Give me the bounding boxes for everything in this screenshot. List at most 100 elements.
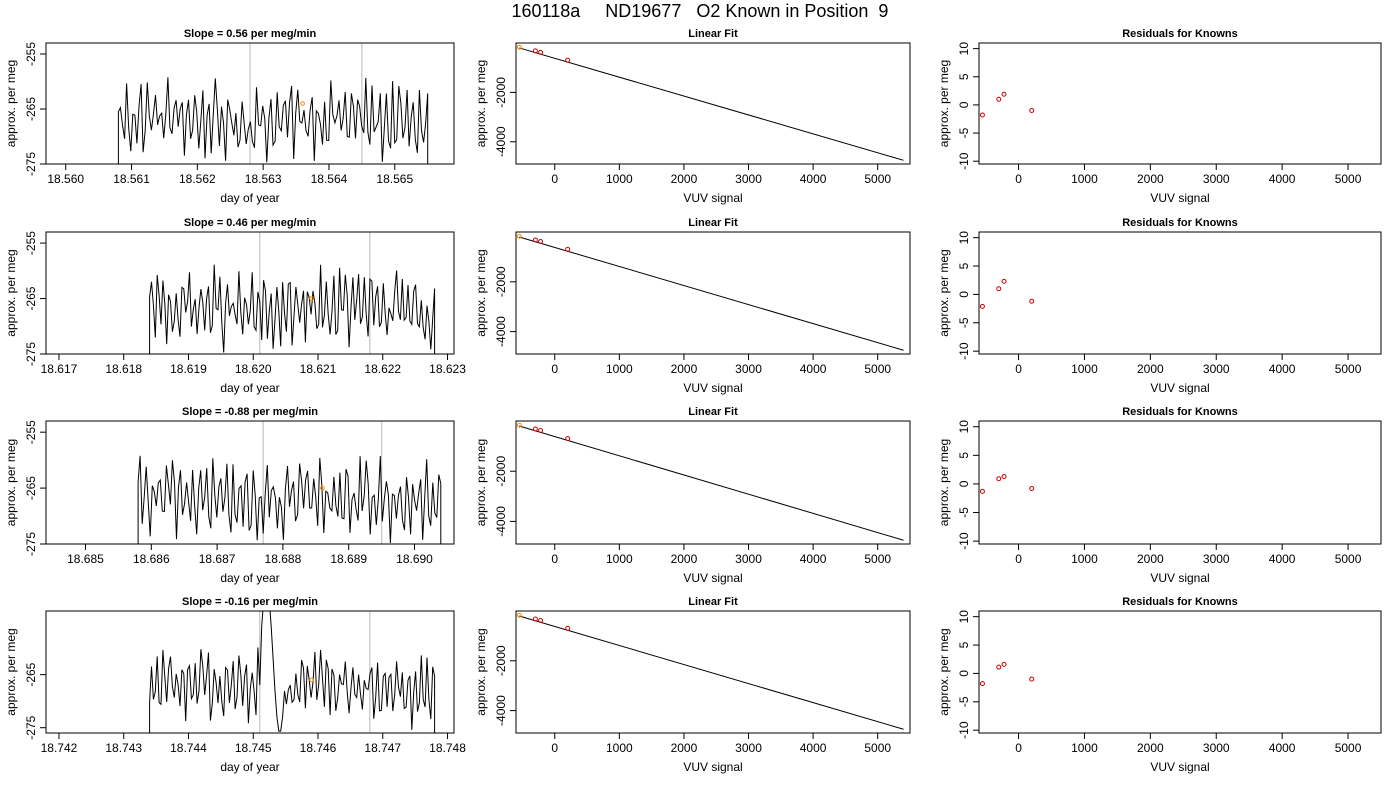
data-point xyxy=(979,112,985,118)
y-tick-label: -2000 xyxy=(494,456,508,487)
data-point xyxy=(979,488,985,494)
data-point xyxy=(532,48,538,54)
x-tick-label: 3000 xyxy=(735,741,762,755)
y-tick-label: -265 xyxy=(24,286,38,310)
x-tick-label: 18.622 xyxy=(364,362,401,376)
x-tick-label: 5000 xyxy=(864,362,891,376)
x-tick-label: 5000 xyxy=(1335,552,1362,566)
x-tick-label: 4000 xyxy=(1269,552,1296,566)
panel-4: Slope = 0.46 per meg/min day of year appro… xyxy=(4,217,466,395)
x-tick-label: 2000 xyxy=(671,362,698,376)
x-tick-label: 0 xyxy=(1015,552,1022,566)
x-tick-label: 18.690 xyxy=(396,552,433,566)
x-tick-label: 18.560 xyxy=(47,172,84,186)
y-tick-label: -275 xyxy=(24,532,38,556)
plot-area xyxy=(979,661,1035,687)
x-tick-label: 2000 xyxy=(671,552,698,566)
data-point xyxy=(996,664,1002,670)
panel-title: Slope = -0.16 per meg/min xyxy=(182,596,318,608)
x-tick-label: 4000 xyxy=(1269,741,1296,755)
y-tick-label: 10 xyxy=(957,420,971,434)
y-tick-label: -10 xyxy=(957,532,971,550)
mean-marker xyxy=(309,677,314,683)
data-trace xyxy=(149,611,436,733)
y-tick-label: -4000 xyxy=(494,316,508,347)
x-tick-label: 3000 xyxy=(1203,552,1230,566)
plot-area xyxy=(979,473,1035,494)
x-tick-label: 3000 xyxy=(1203,362,1230,376)
x-tick-label: 1000 xyxy=(606,741,633,755)
x-tick-label: 2000 xyxy=(1137,552,1164,566)
x-tick-label: 2000 xyxy=(1137,362,1164,376)
x-axis-label: day of year xyxy=(220,191,279,205)
x-tick-label: 18.620 xyxy=(235,362,272,376)
y-tick-label: -4000 xyxy=(494,126,508,157)
x-tick-label: 18.565 xyxy=(376,172,413,186)
data-point xyxy=(1029,298,1035,304)
plot-area xyxy=(516,233,904,351)
fit-line xyxy=(519,425,904,541)
panel-title: Linear Fit xyxy=(688,596,738,608)
x-tick-label: 0 xyxy=(551,741,558,755)
panel-title: Residuals for Knowns xyxy=(1122,217,1238,229)
x-tick-label: 18.744 xyxy=(170,741,207,755)
y-axis-label: approx. per meg xyxy=(474,439,488,526)
y-tick-label: -255 xyxy=(24,420,38,444)
plot-area xyxy=(516,612,904,730)
y-axis-label: approx. per meg xyxy=(4,249,18,336)
data-trace xyxy=(117,77,429,164)
x-tick-label: 18.687 xyxy=(199,552,236,566)
data-point xyxy=(1029,108,1035,114)
y-tick-label: -265 xyxy=(24,662,38,686)
panel-3: Residuals for Knowns VUV signal approx. pe… xyxy=(937,28,1382,205)
x-tick-label: 4000 xyxy=(1269,362,1296,376)
panel-12: Residuals for Knowns VUV signal approx. pe… xyxy=(937,596,1382,774)
figure-title: 160118a ND19677 O2 Known in Position 9 xyxy=(511,1,889,21)
panel-6: Residuals for Knowns VUV signal approx. pe… xyxy=(937,217,1382,395)
x-tick-label: 18.619 xyxy=(170,362,207,376)
y-tick-label: 5 xyxy=(957,262,971,269)
x-axis-label: VUV signal xyxy=(1150,191,1209,205)
y-tick-label: 5 xyxy=(957,73,971,80)
data-point xyxy=(565,246,571,252)
panel-title: Residuals for Knowns xyxy=(1122,406,1238,418)
x-tick-label: 18.623 xyxy=(429,362,466,376)
x-tick-label: 18.689 xyxy=(330,552,367,566)
x-tick-label: 4000 xyxy=(800,741,827,755)
x-tick-label: 3000 xyxy=(1203,741,1230,755)
y-tick-label: -275 xyxy=(24,152,38,176)
plot-frame xyxy=(978,231,1382,355)
x-tick-label: 5000 xyxy=(864,741,891,755)
y-axis-label: approx. per meg xyxy=(474,249,488,336)
x-tick-label: 2000 xyxy=(1137,741,1164,755)
x-axis-label: VUV signal xyxy=(683,381,742,395)
y-tick-label: 10 xyxy=(957,42,971,56)
data-point xyxy=(532,237,538,243)
data-point xyxy=(532,426,538,432)
mean-marker xyxy=(320,485,325,491)
y-tick-label: -2000 xyxy=(494,266,508,297)
y-tick-label: -5 xyxy=(957,696,971,707)
data-point xyxy=(1029,676,1035,682)
y-tick-label: 5 xyxy=(957,641,971,648)
data-point xyxy=(538,617,544,623)
x-tick-label: 2000 xyxy=(671,172,698,186)
x-tick-label: 0 xyxy=(551,362,558,376)
y-tick-label: 0 xyxy=(957,480,971,487)
x-tick-label: 0 xyxy=(1015,741,1022,755)
mean-marker xyxy=(300,101,305,106)
plot-area xyxy=(117,43,429,164)
y-axis-label: approx. per meg xyxy=(937,60,951,147)
fit-line xyxy=(519,236,904,351)
panel-title: Slope = 0.46 per meg/min xyxy=(184,217,317,229)
data-trace xyxy=(137,455,442,544)
x-tick-label: 1000 xyxy=(606,552,633,566)
data-point xyxy=(1001,278,1007,284)
plot-frame xyxy=(978,610,1382,734)
panel-title: Linear Fit xyxy=(688,406,738,418)
x-tick-label: 1000 xyxy=(1071,362,1098,376)
x-tick-label: 18.746 xyxy=(300,741,337,755)
y-tick-label: -275 xyxy=(24,715,38,739)
y-tick-label: -2000 xyxy=(494,645,508,676)
y-tick-label: -275 xyxy=(24,342,38,366)
